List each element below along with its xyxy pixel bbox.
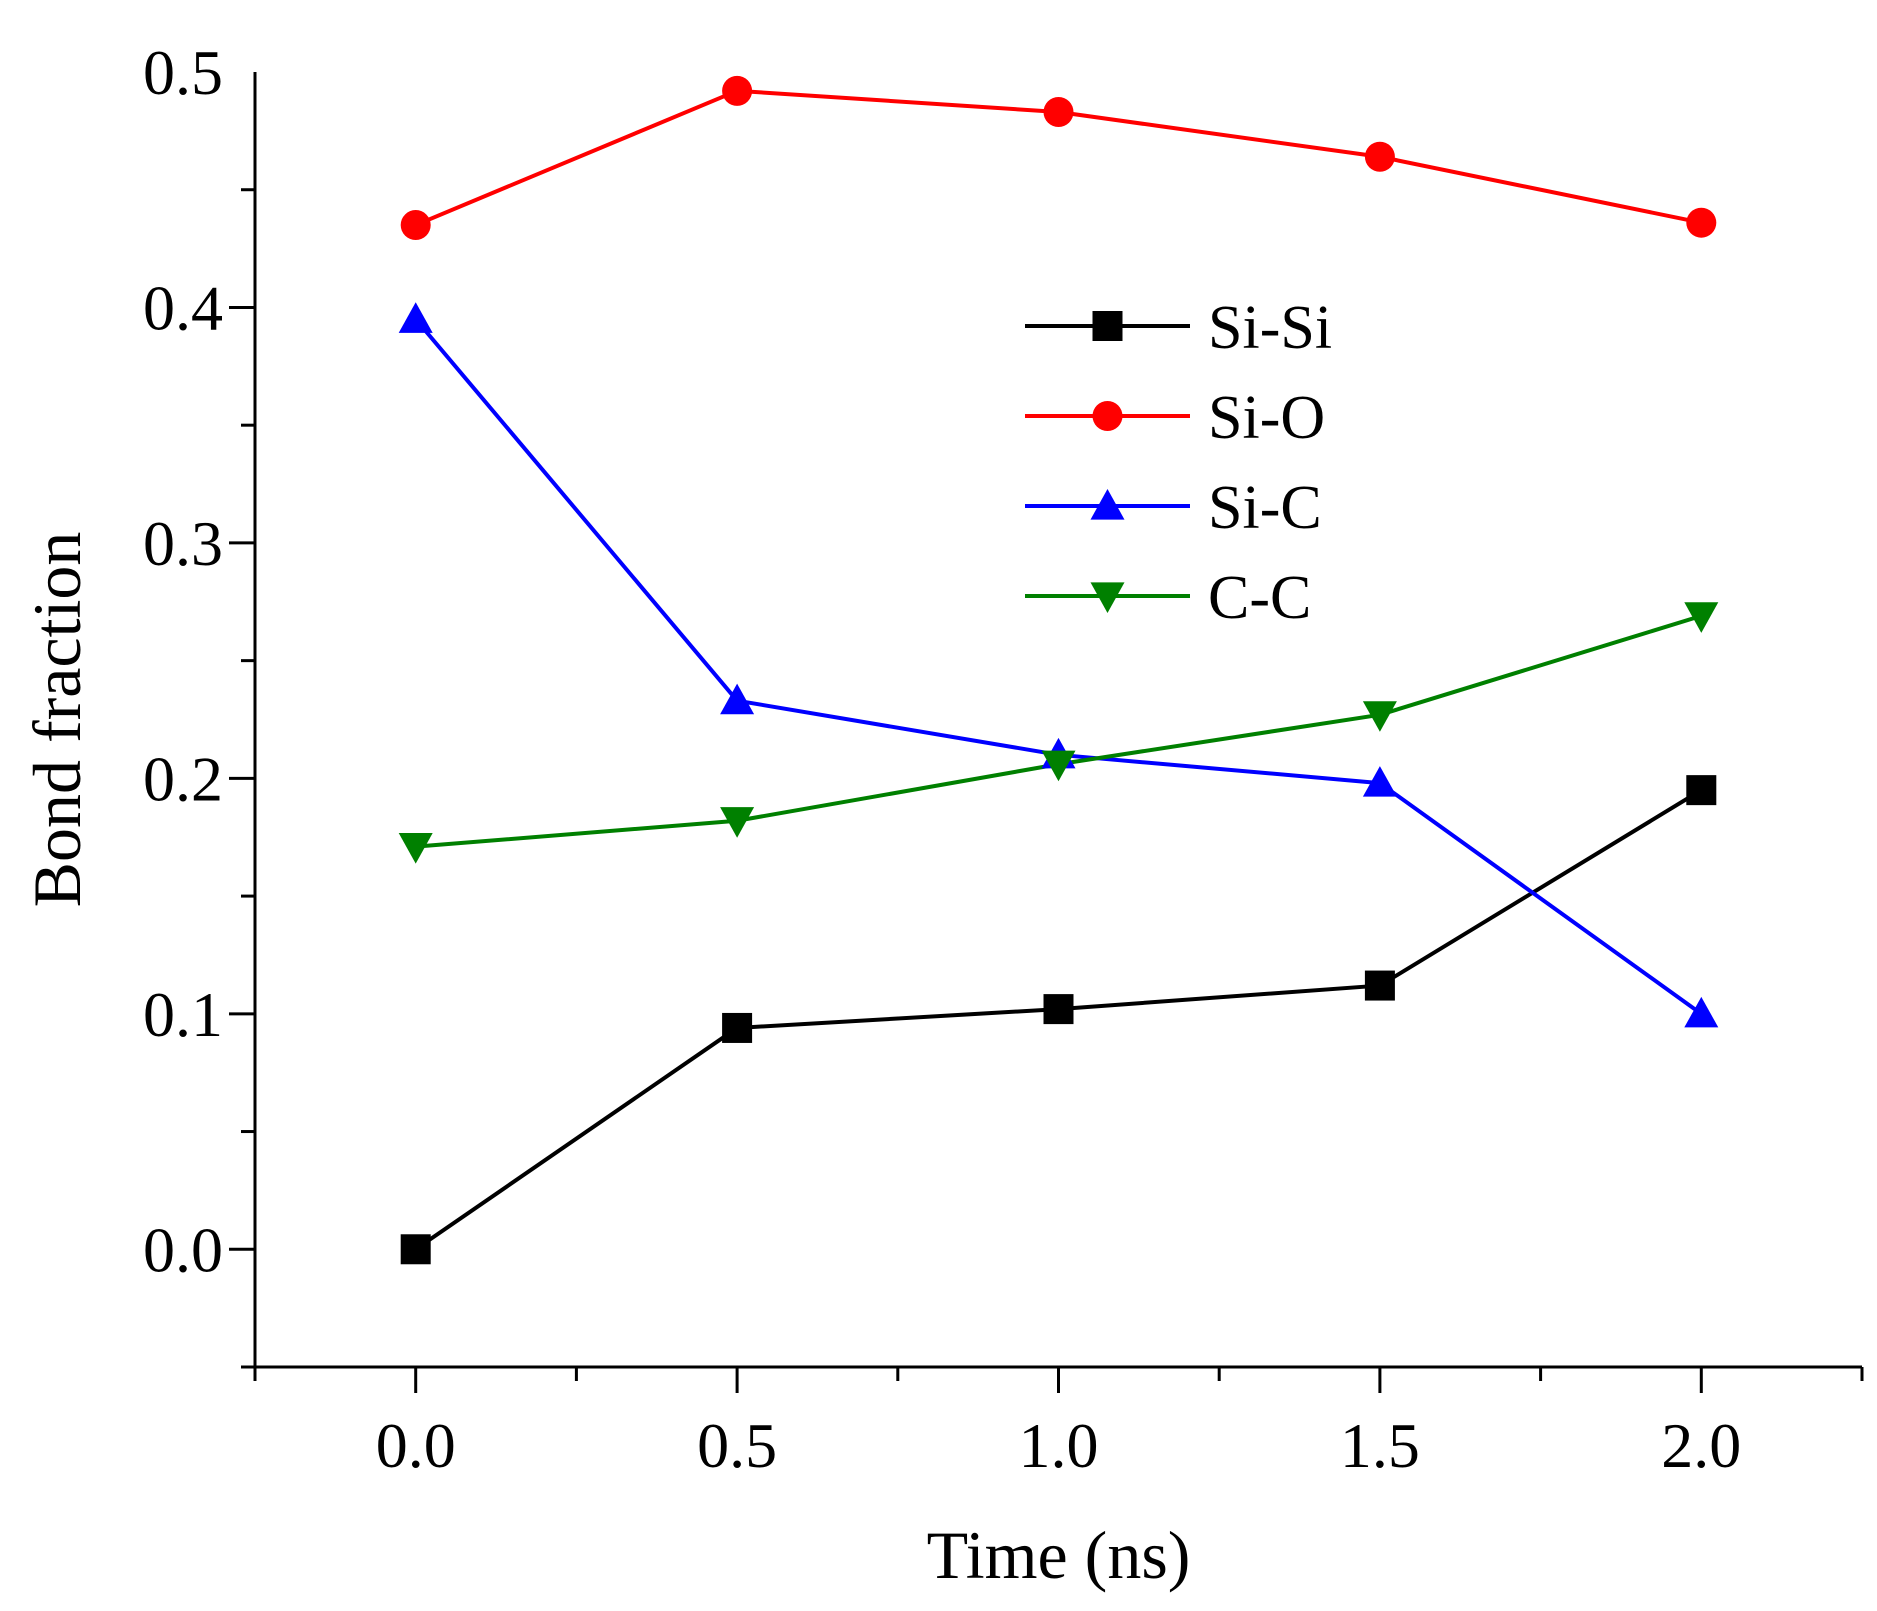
- legend-label-si-o: Si-O: [1208, 384, 1325, 452]
- legend: Si-Si Si-O Si-C C-C: [1025, 294, 1332, 632]
- y-tick-label: 0.1: [143, 979, 223, 1050]
- series-markers: [398, 75, 1719, 1265]
- x-tick-label: 0.5: [697, 1410, 777, 1481]
- y-tick-label: 0.3: [143, 508, 223, 579]
- axes: 0.0 0.1 0.2 0.3 0.4 0.5 0.0 0.5 1.0 1.5 2.0: [143, 37, 1864, 1481]
- legend-marker-si-c: [1090, 489, 1125, 520]
- data-point-si-si: [1686, 775, 1717, 806]
- series-lines: [414, 88, 1703, 1251]
- data-point-si-si: [400, 1234, 431, 1265]
- data-point-si-c: [398, 302, 433, 333]
- y-tick-label: 0.2: [143, 743, 223, 814]
- data-point-si-c: [720, 683, 755, 715]
- data-point-c-c: [1041, 750, 1076, 782]
- x-tick-label: 2.0: [1661, 1410, 1741, 1481]
- data-point-si-c: [1362, 766, 1397, 797]
- legend-label-c-c: C-C: [1208, 564, 1311, 632]
- data-point-si-o: [722, 75, 753, 106]
- legend-marker-c-c: [1090, 582, 1125, 613]
- x-tick-label: 1.5: [1340, 1410, 1420, 1481]
- y-tick-label: 0.0: [143, 1214, 223, 1285]
- data-point-c-c: [1684, 602, 1719, 633]
- data-point-si-si: [722, 1012, 753, 1043]
- legend-marker-si-si: [1092, 311, 1123, 341]
- x-axis-title: Time (ns): [927, 1517, 1191, 1593]
- data-point-si-o: [400, 210, 431, 241]
- data-point-c-c: [398, 833, 433, 864]
- x-tick-label: 0.0: [376, 1410, 456, 1481]
- y-tick-label: 0.5: [143, 37, 223, 108]
- series-line-c-c: [415, 613, 1702, 849]
- x-tick-label: 1.0: [1019, 1410, 1099, 1481]
- legend-label-si-c: Si-C: [1208, 474, 1322, 542]
- data-point-c-c: [720, 807, 755, 838]
- legend-marker-si-o: [1092, 401, 1123, 431]
- legend-label-si-si: Si-Si: [1208, 294, 1332, 362]
- data-point-si-o: [1364, 141, 1395, 172]
- data-point-si-si: [1043, 994, 1074, 1025]
- data-point-si-o: [1043, 97, 1074, 128]
- y-axis-title: Bond fraction: [19, 532, 95, 908]
- data-point-si-si: [1364, 970, 1395, 1001]
- data-point-si-o: [1686, 207, 1717, 238]
- y-tick-label: 0.4: [143, 272, 223, 343]
- data-point-si-c: [1684, 996, 1719, 1028]
- data-point-c-c: [1362, 701, 1397, 732]
